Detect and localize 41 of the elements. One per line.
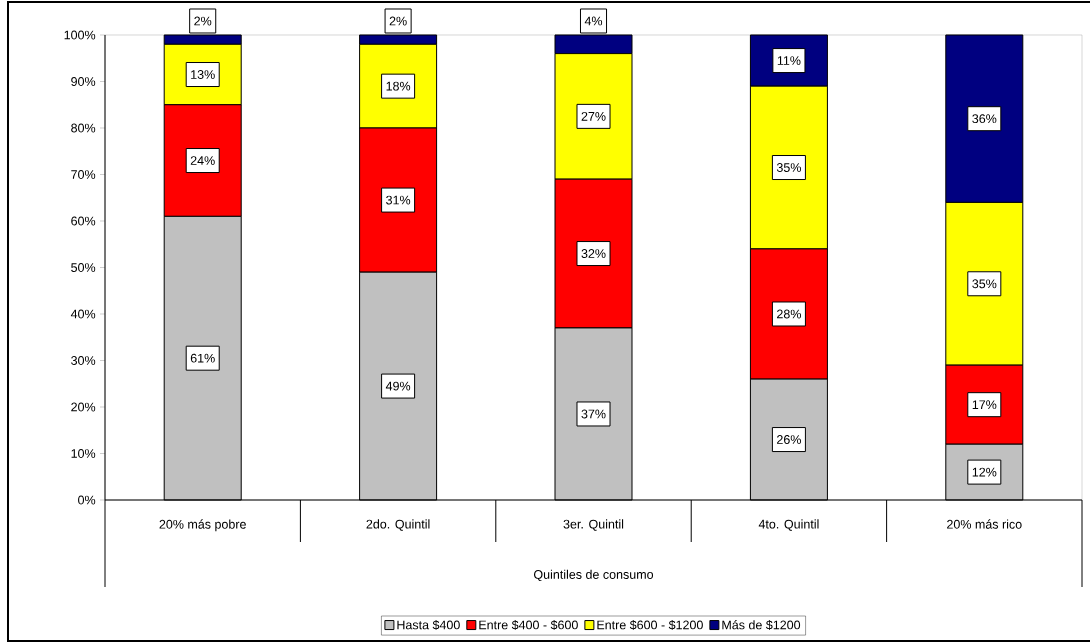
legend-label: Entre $400 - $600 (479, 619, 578, 631)
data-label: 49% (385, 381, 411, 391)
y-tick-label: 10% (71, 449, 96, 458)
data-label: 61% (190, 353, 215, 363)
x-axis-title: Quintiles de consumo (534, 569, 654, 582)
data-label: 28% (777, 309, 801, 319)
data-label: 17% (972, 400, 997, 410)
y-tick-label: 60% (71, 216, 96, 226)
x-tick-label: 20% más rico (947, 519, 1022, 529)
y-tick-label: 50% (71, 263, 96, 272)
y-tick-label: 80% (71, 123, 96, 133)
y-tick-label: 100% (64, 30, 96, 40)
y-tick-label: 20% (71, 402, 96, 412)
data-label: 35% (972, 279, 997, 289)
x-tick-label: 20% más pobre (159, 519, 246, 532)
data-label: 13% (191, 70, 215, 79)
data-label: 26% (777, 435, 801, 444)
data-label: 4% (584, 16, 603, 26)
data-label: 12% (972, 467, 997, 477)
y-tick-label: 30% (71, 356, 96, 365)
data-label: 37% (581, 409, 606, 419)
x-tick-label: 4to. Quintil (758, 519, 819, 531)
data-label: 24% (190, 156, 215, 165)
data-label: 2% (389, 16, 407, 26)
y-tick-label: 0% (78, 495, 96, 505)
legend-label: Hasta $400 (397, 619, 460, 631)
data-label: 32% (581, 249, 606, 258)
data-label: 18% (386, 81, 411, 91)
data-label: 36% (972, 114, 997, 124)
legend-label: Más de $1200 (722, 619, 801, 631)
data-label: 27% (581, 111, 606, 121)
data-label: 2% (194, 16, 212, 26)
data-label: 35% (776, 163, 801, 172)
legend-label: Entre $600 - $1200 (597, 619, 703, 631)
y-tick-label: 40% (70, 309, 96, 319)
y-tick-label: 90% (71, 77, 96, 86)
data-label: 11% (777, 56, 801, 65)
data-label: 31% (386, 195, 411, 205)
x-tick-label: 2do. Quintil (366, 519, 430, 531)
x-tick-label: 3er. Quintil (563, 519, 624, 531)
y-tick-label: 70% (71, 170, 96, 179)
